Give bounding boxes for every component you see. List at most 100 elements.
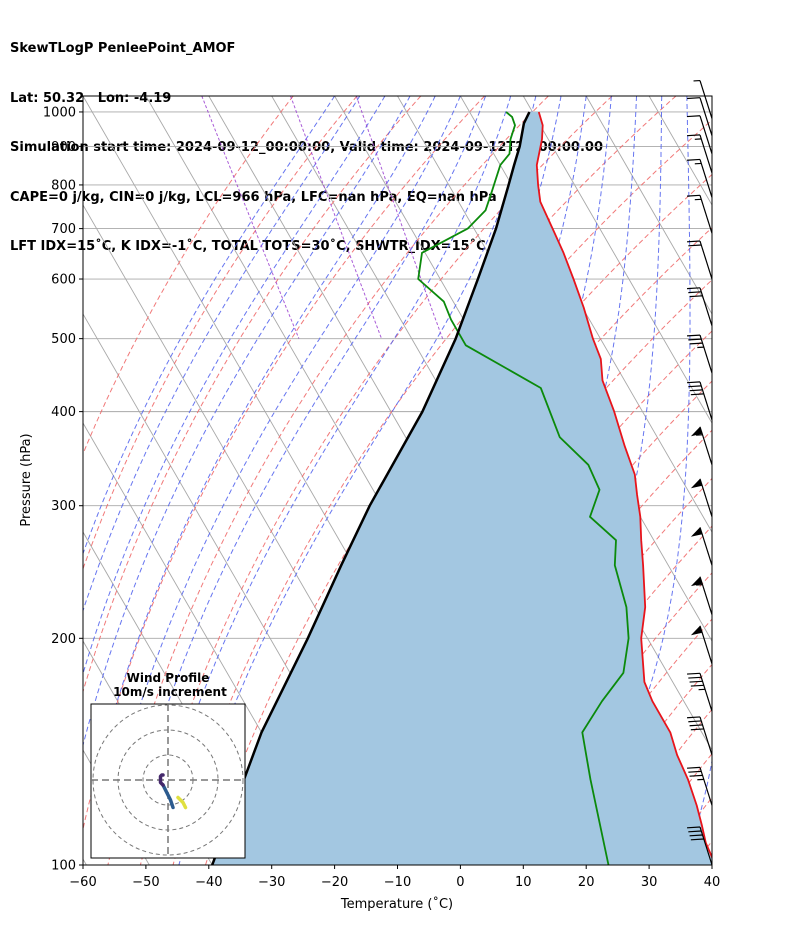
wind-barb-flag (687, 158, 701, 161)
x-tick-label: −60 (69, 875, 96, 890)
hodograph-trace (158, 773, 165, 787)
wind-barb (690, 625, 713, 664)
x-tick-label: 0 (456, 875, 464, 890)
y-tick-label: 900 (51, 140, 76, 155)
isotherm-line (711, 96, 712, 97)
wind-barb-staff (699, 334, 713, 374)
x-tick-label: 30 (641, 875, 658, 890)
y-tick-label: 200 (51, 632, 76, 647)
dry-adiabat-line (83, 96, 358, 571)
wind-barb-flag (688, 338, 702, 341)
y-tick-label: 300 (51, 499, 76, 514)
wind-barb-flag (689, 680, 703, 683)
wind-barb (687, 134, 713, 174)
wind-barb-flag (688, 244, 702, 247)
dry-adiabat-line (83, 96, 422, 694)
y-tick-label: 100 (51, 859, 76, 874)
x-tick-label: −10 (384, 875, 411, 890)
wind-barb (690, 426, 713, 465)
title-line-4: CAPE=0 j/kg, CIN=0 j/kg, LCL=966 hPa, LF… (10, 189, 497, 205)
wind-barb-flag (687, 672, 701, 675)
moist-adiabat-line (129, 96, 487, 829)
dry-adiabat-line (660, 796, 712, 865)
wind-barb (687, 115, 713, 154)
x-axis-label: Temperature (˚C) (340, 896, 453, 912)
x-tick-label: 20 (578, 875, 595, 890)
x-tick-label: −30 (258, 875, 285, 890)
wind-barb-flag (687, 97, 701, 100)
wind-barb-flag (687, 826, 701, 829)
wind-barb-flag (690, 838, 704, 841)
wind-barb-staff (699, 115, 713, 154)
wind-barb (687, 194, 713, 234)
dry-adiabat-line (432, 477, 712, 865)
moist-adiabat-line (83, 96, 361, 613)
isotherm-line (775, 96, 794, 865)
wind-barb-flag (688, 770, 702, 773)
wind-barb-staff (699, 673, 713, 712)
x-tick-label: −50 (132, 875, 159, 890)
wind-barb-pennant (690, 576, 703, 587)
wind-barb-flag (688, 830, 702, 833)
mixing-ratio-line (290, 96, 383, 339)
wind-barb-staff (699, 287, 713, 326)
wind-barb-pennant (690, 625, 703, 636)
wind-barb (690, 527, 713, 566)
sounding-profiles (211, 111, 712, 865)
wind-barb (693, 79, 713, 119)
y-tick-label: 500 (51, 332, 76, 347)
wind-barb-staff (699, 195, 713, 234)
wind-barb-flag (687, 240, 701, 243)
wind-barb-staff (699, 381, 713, 421)
mixing-ratio-line (201, 96, 300, 339)
moist-adiabat-line (83, 96, 411, 746)
moist-adiabat-line (111, 96, 461, 801)
wind-barb-staff (699, 80, 713, 119)
hodograph-subtitle: 10m/s increment (113, 685, 227, 699)
moist-adiabat-line (148, 96, 512, 859)
dry-adiabat-line (83, 96, 485, 832)
moist-adiabat-line (83, 96, 386, 676)
wind-barb (687, 826, 713, 866)
wind-barb-staff (699, 625, 713, 664)
wind-barb-staff (699, 826, 713, 866)
y-tick-label: 700 (51, 222, 76, 237)
wind-barb (690, 478, 713, 517)
hodograph-plot (91, 704, 245, 858)
dry-adiabat-line (237, 173, 712, 865)
x-tick-label: 40 (704, 875, 721, 890)
moist-adiabat-line (683, 96, 712, 865)
hodograph-title: Wind Profile (127, 671, 210, 685)
isotherm-line (83, 858, 87, 865)
y-tick-label: 600 (51, 273, 76, 288)
wind-barb (687, 287, 713, 326)
moist-adiabat-line (568, 96, 691, 865)
temperature-line (535, 111, 712, 860)
wind-barb-flag (688, 385, 702, 388)
wind-barb-flag (687, 194, 701, 197)
title-line-1: SkewTLogP PenleePoint_AMOF (10, 41, 236, 56)
dry-adiabat-line (726, 96, 794, 865)
wind-barb-flag (689, 295, 703, 298)
wind-barb-flag (689, 342, 703, 345)
wind-barb-flag (687, 115, 701, 118)
wind-barb (687, 240, 713, 280)
wind-barb-flag (687, 334, 701, 337)
wind-barb-flag (687, 381, 701, 384)
wind-barb-staff (699, 716, 713, 756)
isotherm-line (522, 96, 712, 424)
wind-barb-flag (687, 716, 701, 719)
wind-barb (687, 716, 713, 756)
wind-barb-staff (699, 576, 713, 615)
wind-barb (687, 158, 713, 198)
hodograph-trace (161, 783, 175, 810)
wind-barb-flag (689, 774, 703, 777)
dry-adiabat-line (107, 96, 549, 865)
wind-barb-flag (688, 720, 702, 723)
dry-adiabat-line (139, 96, 613, 865)
x-tick-label: 10 (515, 875, 532, 890)
wind-barb-staff (699, 97, 713, 136)
wind-barb (687, 672, 713, 712)
moist-adiabat-line (83, 96, 336, 556)
